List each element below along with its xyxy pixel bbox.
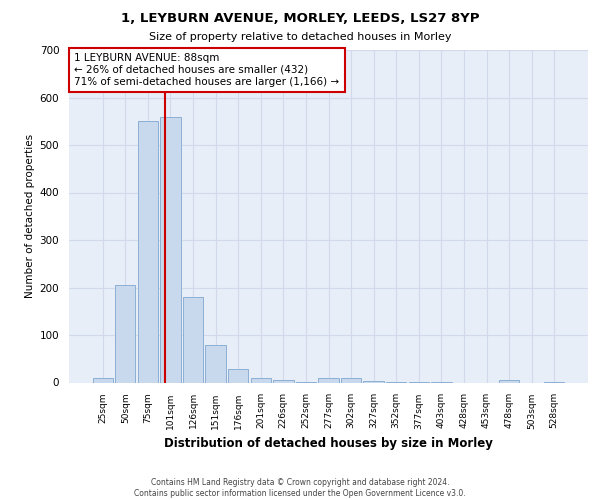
- Bar: [341, 378, 361, 382]
- Bar: [92, 378, 113, 382]
- Bar: [115, 285, 136, 382]
- Bar: [273, 380, 293, 382]
- Text: 1 LEYBURN AVENUE: 88sqm
← 26% of detached houses are smaller (432)
71% of semi-d: 1 LEYBURN AVENUE: 88sqm ← 26% of detache…: [74, 54, 340, 86]
- Bar: [138, 121, 158, 382]
- Bar: [499, 380, 519, 382]
- Text: 1, LEYBURN AVENUE, MORLEY, LEEDS, LS27 8YP: 1, LEYBURN AVENUE, MORLEY, LEEDS, LS27 8…: [121, 12, 479, 26]
- Bar: [205, 346, 226, 383]
- Text: Contains HM Land Registry data © Crown copyright and database right 2024.
Contai: Contains HM Land Registry data © Crown c…: [134, 478, 466, 498]
- Y-axis label: Number of detached properties: Number of detached properties: [25, 134, 35, 298]
- Bar: [251, 378, 271, 382]
- Bar: [228, 369, 248, 382]
- Bar: [364, 381, 384, 382]
- X-axis label: Distribution of detached houses by size in Morley: Distribution of detached houses by size …: [164, 437, 493, 450]
- Text: Size of property relative to detached houses in Morley: Size of property relative to detached ho…: [149, 32, 451, 42]
- Bar: [183, 297, 203, 382]
- Bar: [319, 378, 338, 382]
- Bar: [160, 116, 181, 382]
